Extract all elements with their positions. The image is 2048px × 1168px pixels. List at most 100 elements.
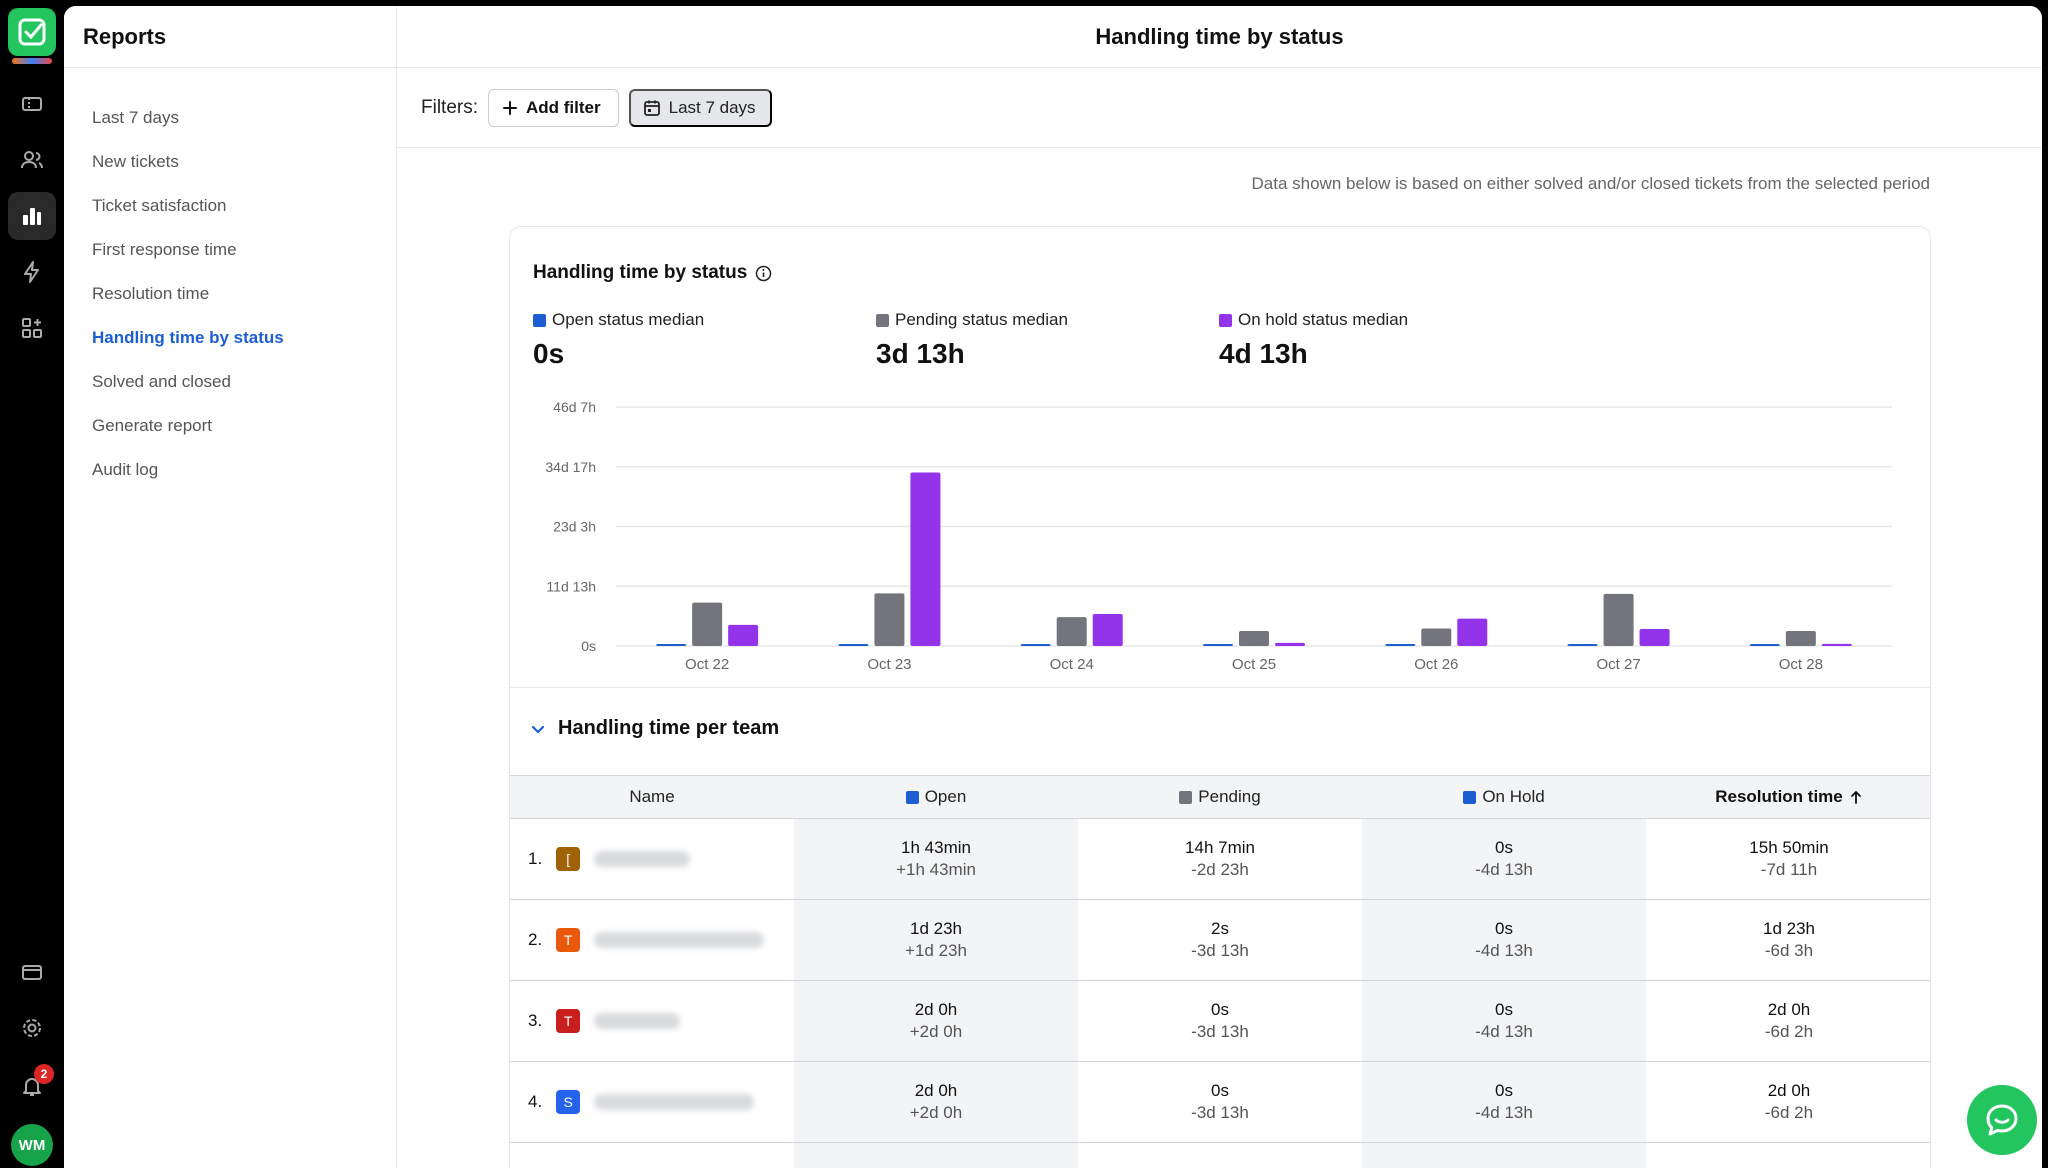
bar-open[interactable] [838, 644, 869, 646]
team-name-redacted [594, 932, 765, 948]
bar-pending[interactable] [1603, 593, 1634, 646]
calendar-icon [643, 100, 660, 116]
y-tick-label: 34d 17h [545, 459, 596, 475]
plus-icon [503, 100, 517, 115]
open-delta: +2d 0h [909, 1103, 963, 1122]
onhold-cell [1362, 1143, 1646, 1168]
settings-gear-icon[interactable] [8, 1004, 56, 1052]
card-divider [510, 687, 1930, 688]
open-value: 1h 43min [901, 838, 971, 857]
sidebar-item-audit-log[interactable]: Audit log [92, 460, 159, 479]
sidebar-item-new-tickets[interactable]: New tickets [92, 152, 179, 171]
bar-open[interactable] [1749, 644, 1780, 646]
onhold-cell: 0s -4d 13h [1362, 1062, 1646, 1142]
table-row[interactable] [510, 1143, 1930, 1168]
col-header-resolution-time[interactable]: Resolution time [1646, 776, 1930, 818]
team-name-redacted [594, 1094, 755, 1110]
resolution-delta: -7d 11h [1760, 860, 1818, 879]
bar-on-hold[interactable] [1092, 613, 1123, 646]
resolution-value: 2d 0h [1767, 1000, 1811, 1019]
onhold-delta: -4d 13h [1475, 941, 1533, 960]
app-rail: 2 WM [0, 0, 64, 1168]
tickets-icon[interactable] [8, 80, 56, 128]
open-swatch [905, 790, 919, 804]
table-row[interactable]: 2. T 1d 23h +1d 23h 2s -3d 13h 0s -4d 13h 1… [510, 900, 1930, 981]
customers-icon[interactable] [8, 136, 56, 184]
apps-icon[interactable] [8, 304, 56, 352]
onhold-delta: -4d 13h [1475, 1022, 1533, 1041]
sort-arrow-up-icon [1850, 791, 1861, 804]
x-tick-label: Oct 27 [1596, 656, 1640, 673]
x-tick-label: Oct 25 [1232, 656, 1276, 673]
team-badge: S [556, 1090, 581, 1114]
bar-on-hold[interactable] [1457, 618, 1488, 646]
resolution-delta: -6d 2h [1764, 1103, 1814, 1122]
sidebar-item-solved-and-closed[interactable]: Solved and closed [92, 372, 231, 391]
chevron-down-icon [531, 725, 545, 733]
add-filter-button[interactable]: Add filter [488, 88, 619, 127]
sidebar-item-resolution-time[interactable]: Resolution time [92, 284, 210, 303]
bar-pending[interactable] [1785, 631, 1816, 646]
open-value: 2d 0h [914, 1000, 958, 1019]
col-header-on-hold[interactable]: On Hold [1362, 776, 1646, 818]
table-row[interactable]: 4. S 2d 0h +2d 0h 0s -3d 13h 0s -4d 13h 2d … [510, 1062, 1930, 1143]
bar-on-hold[interactable] [728, 624, 759, 646]
sidebar-item-generate-report[interactable]: Generate report [92, 416, 213, 435]
user-avatar[interactable]: WM [11, 1124, 53, 1166]
x-tick-label: Oct 23 [867, 656, 911, 673]
bar-pending[interactable] [1421, 628, 1452, 646]
bar-open[interactable] [1020, 644, 1051, 646]
bar-open[interactable] [656, 644, 687, 646]
table-row[interactable]: 3. T 2d 0h +2d 0h 0s -3d 13h 0s -4d 13h 2d … [510, 981, 1930, 1062]
app-logo-icon[interactable] [8, 8, 56, 56]
onhold-value: 0s [1495, 838, 1513, 857]
date-range-button[interactable]: Last 7 days [628, 88, 772, 127]
onhold-swatch [1463, 790, 1477, 804]
team-section-toggle[interactable]: Handling time per team [530, 717, 779, 740]
bar-on-hold[interactable] [1275, 642, 1305, 646]
x-tick-label: Oct 28 [1779, 656, 1823, 673]
bar-pending[interactable] [692, 602, 723, 646]
onhold-value: 0s [1495, 919, 1513, 938]
col-header-name[interactable]: Name [629, 787, 675, 806]
row-rank: 2. [528, 930, 543, 949]
notifications-bell-icon[interactable] [8, 1062, 56, 1110]
bar-open[interactable] [1567, 644, 1598, 646]
row-rank: 1. [528, 849, 543, 868]
resolution-delta: -6d 3h [1764, 941, 1814, 960]
sidebar-item-first-response-time[interactable]: First response time [92, 240, 237, 259]
bar-on-hold[interactable] [910, 472, 941, 646]
sidebar-item-ticket-satisfaction[interactable]: Ticket satisfaction [92, 196, 227, 215]
resolution-cell [1646, 1143, 1930, 1168]
bar-open[interactable] [1385, 644, 1416, 646]
team-name-redacted [594, 1013, 681, 1029]
table-row[interactable]: 1. [ 1h 43min +1h 43min 14h 7min -2d 23h 0… [510, 819, 1930, 900]
col-header-open[interactable]: Open [794, 776, 1078, 818]
table-header: Name Open Pending On Hold Resolution tim… [510, 775, 1930, 819]
pending-cell [1078, 1143, 1362, 1168]
onhold-cell: 0s -4d 13h [1362, 981, 1646, 1061]
bar-on-hold[interactable] [1639, 628, 1670, 646]
reports-icon[interactable] [8, 192, 56, 240]
automation-icon[interactable] [8, 248, 56, 296]
team-badge: [ [556, 847, 581, 871]
billing-icon[interactable] [8, 948, 56, 996]
col-header-pending[interactable]: Pending [1078, 776, 1362, 818]
stat-pending-label: Pending status median [895, 310, 1068, 329]
stat-open: Open status median 0s [533, 310, 704, 370]
sidebar-item-handling-time-by-status[interactable]: Handling time by status [92, 328, 284, 347]
stat-on-hold: On hold status median 4d 13h [1219, 310, 1408, 370]
bar-pending[interactable] [1056, 617, 1087, 646]
bar-pending[interactable] [1239, 631, 1269, 646]
bar-on-hold[interactable] [1821, 643, 1852, 646]
info-icon[interactable] [755, 265, 772, 282]
row-rank: 3. [528, 1011, 543, 1030]
onhold-cell: 0s -4d 13h [1362, 819, 1646, 899]
logo-stripe [12, 58, 52, 64]
bar-open[interactable] [1203, 644, 1233, 646]
pending-cell: 0s -3d 13h [1078, 981, 1362, 1061]
chat-launcher-button[interactable] [1967, 1085, 2037, 1155]
sidebar-item-last-7-days[interactable]: Last 7 days [92, 108, 179, 127]
bar-pending[interactable] [874, 593, 905, 646]
filters-label: Filters: [421, 96, 478, 118]
